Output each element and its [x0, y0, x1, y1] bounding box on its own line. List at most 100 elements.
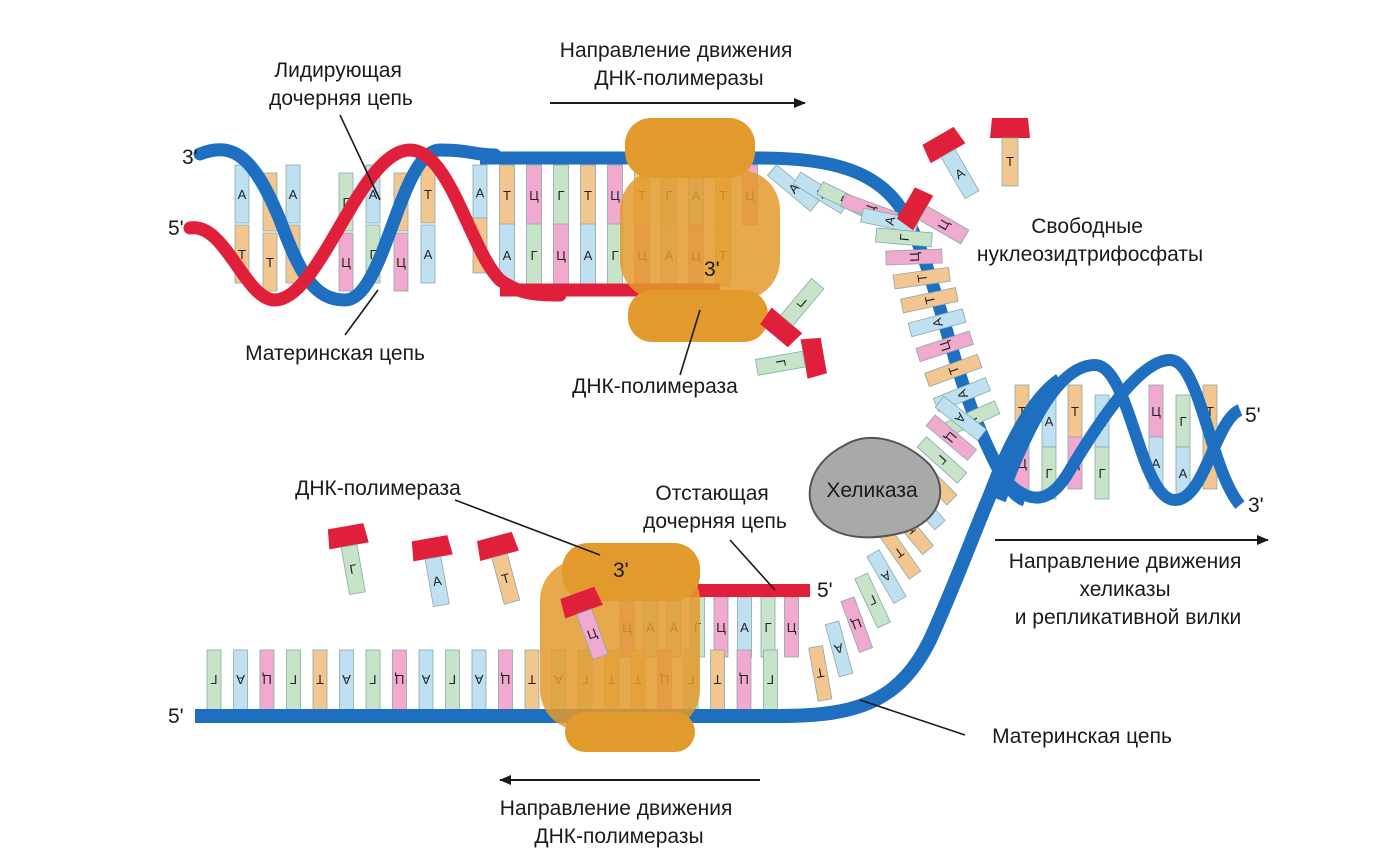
- svg-text:Т: Т: [713, 672, 721, 687]
- base-fork-lower-10: Ц: [925, 414, 978, 461]
- label-parent-strand-bottom: Материнская цепь: [992, 725, 1172, 748]
- svg-text:Ц: Ц: [556, 248, 566, 263]
- free-nucleotide-top-3: Г: [760, 277, 825, 348]
- base-right-helix-3-b: Г: [1094, 446, 1110, 500]
- svg-text:Т: Т: [316, 672, 324, 687]
- svg-text:Ц: Ц: [262, 672, 272, 687]
- base-left-helix-0-a: А: [234, 164, 250, 224]
- svg-text:Т: Т: [500, 570, 512, 587]
- svg-text:Г: Г: [369, 247, 376, 262]
- free-nucleotide-top-1: Т: [990, 118, 1030, 187]
- svg-text:Ц: Ц: [716, 620, 726, 635]
- base-lagging-top-6: Г: [760, 596, 776, 658]
- svg-text:А: А: [1179, 466, 1188, 481]
- svg-text:Г: Г: [1098, 466, 1105, 481]
- base-fork-upper-5: Г: [874, 227, 933, 248]
- base-bottom-0: Г: [206, 649, 222, 711]
- base-fork-upper-11: Т: [924, 353, 983, 388]
- base-top-upper-0: Т: [499, 164, 515, 226]
- leader-lagging-strand: [729, 539, 776, 591]
- svg-text:Г: Г: [210, 672, 217, 687]
- polymerase-top-upper-lobe: [625, 118, 755, 178]
- base-top-upper-1: Ц: [526, 164, 542, 226]
- base-left-helix-6-b: А: [420, 224, 436, 284]
- svg-text:Т: Т: [424, 187, 432, 202]
- base-bottom-8: А: [418, 649, 434, 711]
- base-left-helix-6-a: Т: [420, 164, 436, 224]
- svg-text:Ц: Ц: [1151, 404, 1161, 419]
- base-top-lower-3: А: [580, 223, 596, 287]
- svg-text:А: А: [238, 187, 247, 202]
- base-fork-lower-4: А: [866, 549, 907, 605]
- free-nucleotide-bottom-0: Г: [327, 523, 369, 596]
- base-bottom-21: Г: [763, 649, 778, 711]
- end-bottom-left-5: 5': [168, 705, 184, 728]
- svg-text:Г: Г: [897, 233, 913, 241]
- base-fork-lower-2: Ц: [840, 596, 874, 653]
- svg-text:А: А: [882, 215, 899, 227]
- base-bottom-20: Ц: [736, 649, 752, 711]
- free-nucleotide-top-2: Ц: [896, 187, 970, 245]
- base-top-left-pair-a: А: [472, 164, 488, 221]
- svg-text:А: А: [424, 247, 433, 262]
- svg-text:Г: Г: [290, 672, 297, 687]
- svg-text:Т: Т: [503, 188, 511, 203]
- svg-text:Ц: Ц: [610, 188, 620, 203]
- base-top-upper-4: Ц: [607, 164, 623, 226]
- end-lagging-5: 5': [817, 579, 833, 602]
- label-polymerase-top: ДНК-полимераза: [572, 375, 738, 398]
- base-top-upper-3: Т: [580, 164, 596, 226]
- right-helix-strand-b: [1000, 353, 1245, 509]
- base-bottom-5: А: [339, 649, 354, 711]
- end-polymerase-top-3: 3': [704, 258, 720, 281]
- svg-text:Т: Т: [1018, 404, 1026, 419]
- base-lagging-top-7: Ц: [784, 596, 799, 658]
- base-bottom-10: А: [471, 649, 487, 711]
- polymerase-bottom-upper-lobe: [562, 543, 700, 601]
- base-fork-upper-10: Ц: [915, 330, 974, 363]
- base-fork-lower-9: Г: [916, 436, 968, 484]
- polymerase-bottom-lower-lobe: [565, 712, 695, 752]
- svg-text:Т: Т: [815, 665, 825, 681]
- label-helicase-direction: Направление движения хеликазы и репликат…: [1009, 550, 1247, 629]
- svg-text:А: А: [289, 187, 298, 202]
- base-fork-upper-7: Т: [892, 266, 951, 290]
- bottom-parent-strand: [195, 374, 1065, 723]
- svg-text:А: А: [503, 248, 512, 263]
- leader-polymerase-bottom: [454, 499, 601, 556]
- svg-text:Г: Г: [767, 672, 774, 687]
- svg-text:А: А: [832, 640, 845, 657]
- svg-text:Ц: Ц: [500, 672, 510, 687]
- base-left-helix-3-b: Ц: [338, 232, 354, 292]
- free-nucleotide-entering: Ц: [560, 586, 609, 660]
- svg-text:Г: Г: [1045, 466, 1052, 481]
- free-nucleotide-bottom-1: А: [411, 535, 453, 608]
- svg-text:А: А: [474, 672, 483, 687]
- base-bottom-3: Г: [286, 649, 301, 711]
- base-bottom-4: Т: [312, 649, 328, 711]
- svg-text:Ц: Ц: [341, 255, 351, 270]
- base-bottom-7: Ц: [392, 649, 407, 711]
- svg-text:Т: Т: [266, 255, 274, 270]
- base-left-helix-1-b: Т: [262, 232, 278, 292]
- base-bottom-9: Г: [445, 649, 460, 711]
- svg-text:Г: Г: [764, 620, 771, 635]
- base-bottom-11: Ц: [498, 649, 513, 711]
- label-free-nucleotides: Свободные нуклеозидтрифосфаты: [977, 215, 1203, 266]
- end-top-left-5: 5': [168, 217, 184, 240]
- base-right-helix-4-a: Ц: [1148, 384, 1164, 438]
- svg-text:А: А: [740, 620, 749, 635]
- end-right-5: 5': [1245, 404, 1261, 427]
- base-fork-upper-4: А: [860, 207, 919, 234]
- svg-text:А: А: [236, 672, 245, 687]
- base-right-helix-2-a: Т: [1067, 384, 1083, 438]
- base-top-lower-1: Г: [526, 223, 542, 287]
- leader-leading-strand: [339, 114, 381, 201]
- base-pairs-front-layer: ААГЦАГЦТТАЦТАГТАЦГАТТАТГЦА: [766, 164, 1001, 702]
- free-nucleotide-bottom-2: Т: [476, 531, 521, 605]
- svg-text:Т: Т: [584, 188, 592, 203]
- end-polymerase-bottom-3: 3': [613, 559, 629, 582]
- base-lagging-top-5: А: [737, 596, 752, 658]
- svg-text:Ц: Ц: [1017, 456, 1027, 471]
- svg-text:А: А: [1152, 456, 1161, 471]
